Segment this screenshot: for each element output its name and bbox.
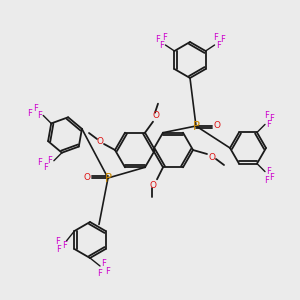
Text: F: F: [220, 34, 225, 43]
Text: F: F: [102, 260, 106, 268]
Text: O: O: [208, 152, 215, 161]
Text: F: F: [27, 109, 32, 118]
Text: F: F: [47, 156, 52, 165]
Text: O: O: [97, 136, 104, 146]
Text: F: F: [270, 114, 274, 123]
Text: O: O: [83, 173, 91, 182]
Text: F: F: [37, 111, 42, 120]
Text: O: O: [149, 181, 157, 190]
Text: F: F: [162, 34, 167, 43]
Text: F: F: [265, 111, 269, 120]
Text: F: F: [44, 163, 48, 172]
Text: P: P: [193, 119, 200, 133]
Text: F: F: [270, 173, 274, 182]
Text: F: F: [33, 104, 38, 113]
Text: F: F: [38, 158, 42, 167]
Text: P: P: [104, 172, 112, 184]
Text: F: F: [62, 242, 67, 250]
Text: F: F: [159, 41, 164, 50]
Text: F: F: [56, 244, 61, 253]
Text: F: F: [98, 269, 102, 278]
Text: F: F: [267, 120, 272, 129]
Text: O: O: [152, 111, 160, 120]
Text: F: F: [106, 266, 110, 275]
Text: F: F: [267, 167, 272, 176]
Text: F: F: [213, 34, 218, 43]
Text: F: F: [55, 236, 60, 245]
Text: F: F: [155, 34, 160, 43]
Text: O: O: [214, 122, 220, 130]
Text: F: F: [216, 41, 221, 50]
Text: F: F: [265, 176, 269, 185]
